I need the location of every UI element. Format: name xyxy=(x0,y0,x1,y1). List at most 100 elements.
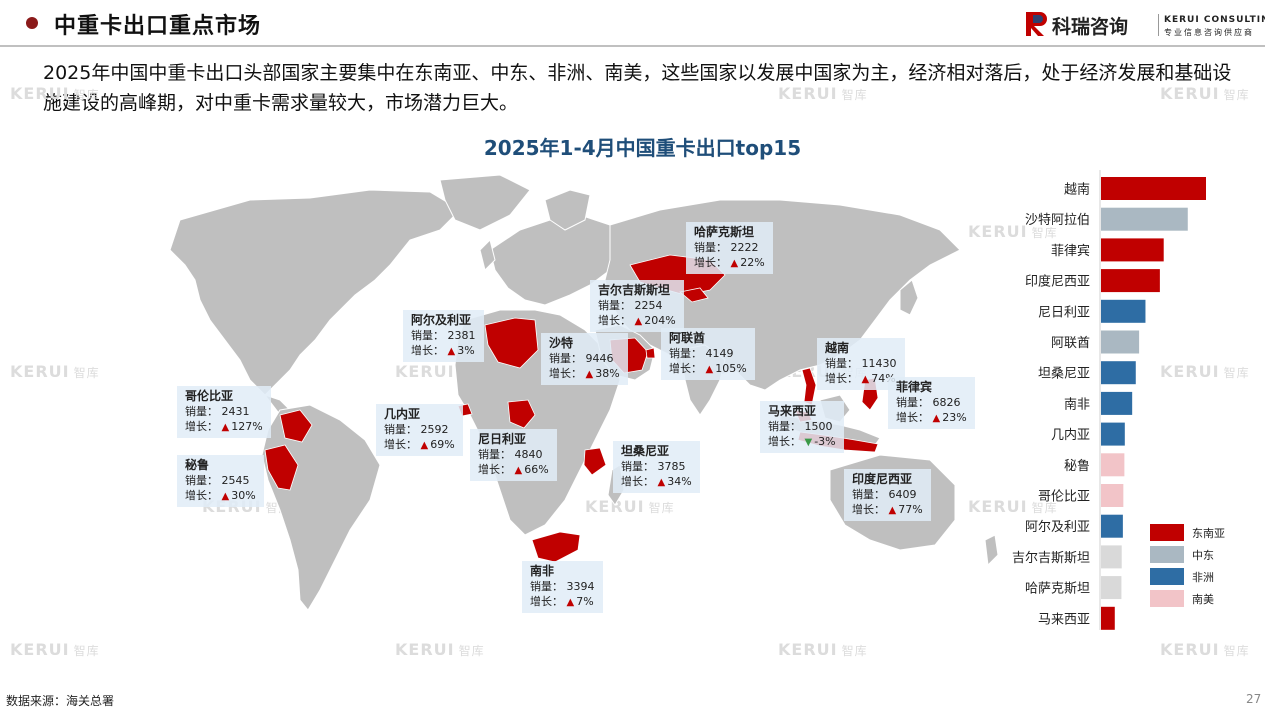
growth-value: 204% xyxy=(644,314,676,327)
bar-3 xyxy=(1101,238,1164,262)
sales-value: 2592 xyxy=(420,423,449,436)
legend-label: 南美 xyxy=(1192,593,1214,606)
triangle-down-icon: ▼ xyxy=(804,437,813,448)
bar-7 xyxy=(1101,361,1136,385)
bar-label: 坦桑尼亚 xyxy=(1038,367,1090,382)
sales-value: 2545 xyxy=(221,474,250,487)
bar-label: 几内亚 xyxy=(1051,427,1090,443)
sales-value: 1500 xyxy=(804,420,833,433)
watermark-sub: 智库 xyxy=(1031,226,1058,240)
watermark-brand: KERUI xyxy=(585,497,645,516)
bar-15 xyxy=(1101,606,1115,630)
growth-label: 增长： xyxy=(768,435,801,448)
triangle-up-icon: ▲ xyxy=(221,491,230,502)
callout-country: 越南 xyxy=(825,341,850,355)
south-africa-region xyxy=(531,531,581,563)
sales-label: 销量： xyxy=(852,488,885,501)
bar-label: 越南 xyxy=(1064,182,1090,198)
callout-sales: 销量： 2545 xyxy=(185,473,256,488)
watermark-sub: 智库 xyxy=(1031,501,1058,515)
sales-value: 3785 xyxy=(657,460,686,473)
callout-south-africa: 南非 销量： 3394 增长： ▲ 7% xyxy=(522,561,603,613)
growth-value: 105% xyxy=(715,362,747,375)
header-divider xyxy=(0,45,1265,47)
callout-country: 菲律宾 xyxy=(896,380,933,394)
callout-country: 印度尼西亚 xyxy=(852,472,913,486)
growth-label: 增长： xyxy=(621,475,654,488)
bar-9 xyxy=(1101,422,1125,446)
triangle-up-icon: ▲ xyxy=(566,597,575,608)
uae-region xyxy=(645,347,656,359)
growth-value: 66% xyxy=(524,463,549,476)
callout-growth: 增长： ▲ 34% xyxy=(621,474,692,490)
callout-sales: 销量： 3785 xyxy=(621,459,692,474)
callout-sales: 销量： 4840 xyxy=(478,447,549,462)
growth-value: 127% xyxy=(231,420,263,433)
triangle-up-icon: ▲ xyxy=(730,258,739,269)
growth-label: 增长： xyxy=(384,438,417,451)
callout-kazakhstan: 哈萨克斯坦 销量： 2222 增长： ▲ 22% xyxy=(686,222,773,274)
watermark-brand: KERUI xyxy=(10,362,70,381)
watermark-sub: 智库 xyxy=(1223,88,1250,102)
callout-nigeria: 尼日利亚 销量： 4840 增长： ▲ 66% xyxy=(470,429,557,481)
watermark-brand: KERUI xyxy=(968,222,1028,241)
triangle-up-icon: ▲ xyxy=(861,374,870,385)
bar-label: 吉尔吉斯斯坦 xyxy=(1012,551,1090,566)
watermark-sub: 智库 xyxy=(1223,644,1250,658)
triangle-up-icon: ▲ xyxy=(514,465,523,476)
sales-label: 销量： xyxy=(549,352,582,365)
callout-growth: 增长： ▲ 127% xyxy=(185,419,263,435)
growth-value: 7% xyxy=(576,595,594,608)
scandinavia xyxy=(544,189,591,231)
bar-14 xyxy=(1101,576,1122,600)
algeria-region xyxy=(484,317,539,369)
chart-title: 2025年1-4月中国重卡出口top15 xyxy=(483,136,802,160)
sales-label: 销量： xyxy=(669,347,702,360)
growth-label: 增长： xyxy=(549,367,582,380)
title-bullet xyxy=(26,17,38,29)
callout-growth: 增长： ▲ 22% xyxy=(694,255,765,271)
bar-2 xyxy=(1101,207,1188,231)
callout-sales: 销量： 2592 xyxy=(384,422,455,437)
colombia-region xyxy=(279,409,313,443)
sales-value: 4840 xyxy=(514,448,543,461)
callout-sales: 销量： 2431 xyxy=(185,404,263,419)
callout-country: 马来西亚 xyxy=(768,404,817,418)
sales-label: 销量： xyxy=(825,357,858,370)
triangle-up-icon: ▲ xyxy=(634,316,643,327)
growth-label: 增长： xyxy=(669,362,702,375)
callout-country: 沙特 xyxy=(549,336,574,350)
sales-label: 销量： xyxy=(598,299,631,312)
watermark-brand: KERUI xyxy=(1160,640,1220,659)
sales-label: 销量： xyxy=(185,474,218,487)
callout-philippines: 菲律宾 销量： 6826 增长： ▲ 23% xyxy=(888,377,975,429)
growth-value: 77% xyxy=(898,503,923,516)
japan xyxy=(899,279,919,316)
callout-uae: 阿联酋 销量： 4149 增长： ▲ 105% xyxy=(661,328,755,380)
bar-11 xyxy=(1101,484,1124,507)
bar-10 xyxy=(1101,453,1125,477)
callout-colombia: 哥伦比亚 销量： 2431 增长： ▲ 127% xyxy=(177,386,271,438)
bar-label: 沙特阿拉伯 xyxy=(1025,213,1090,228)
growth-label: 增长： xyxy=(530,595,563,608)
new-zealand xyxy=(984,534,999,567)
sales-label: 销量： xyxy=(621,460,654,473)
callout-sales: 销量： 4149 xyxy=(669,346,747,361)
growth-label: 增长： xyxy=(598,314,631,327)
greenland xyxy=(439,174,531,231)
callout-country: 坦桑尼亚 xyxy=(621,444,670,458)
sales-value: 6409 xyxy=(888,488,917,501)
bar-label: 秘鲁 xyxy=(1064,459,1090,474)
legend-label: 东南亚 xyxy=(1192,527,1225,540)
growth-label: 增长： xyxy=(852,503,885,516)
triangle-up-icon: ▲ xyxy=(705,364,714,375)
bar-label: 印度尼西亚 xyxy=(1025,274,1090,290)
bar-4 xyxy=(1101,269,1160,293)
page-title: 中重卡出口重点市场 xyxy=(54,14,262,39)
sales-value: 2254 xyxy=(634,299,663,312)
logo-tagline: 专业信息咨询供应商 xyxy=(1164,28,1254,37)
bar-label: 阿尔及利亚 xyxy=(1025,520,1090,535)
